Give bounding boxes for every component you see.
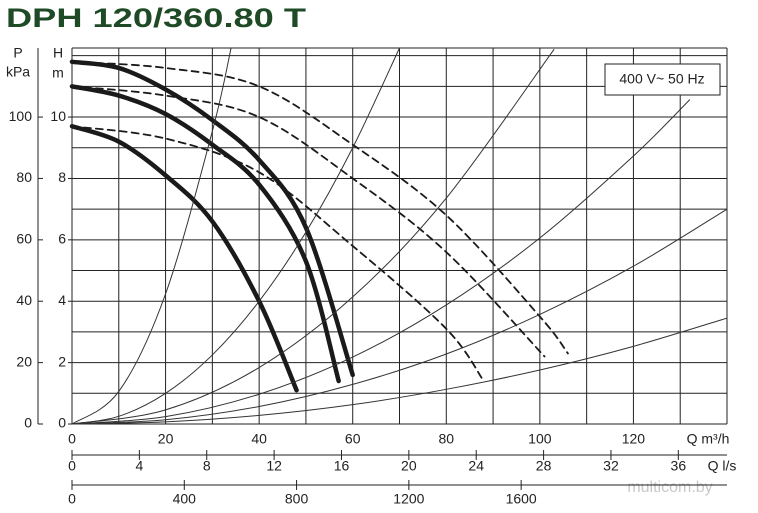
- curve: [71, 99, 691, 425]
- x2-tick-label: 0: [68, 458, 76, 474]
- x-tick-label: 40: [251, 431, 267, 447]
- x-label: Q m³/h: [687, 431, 730, 447]
- x2-tick-label: 36: [671, 458, 687, 474]
- annotation: 400 V~ 50 Hz: [619, 71, 704, 87]
- y-unit: m: [52, 65, 64, 81]
- x-tick-label: 0: [68, 431, 76, 447]
- y-label: H: [53, 45, 63, 61]
- x3-tick-label: 800: [285, 491, 309, 507]
- y-tick-label: 8: [58, 169, 66, 185]
- curve: [71, 47, 232, 425]
- curve: [71, 49, 555, 425]
- x2-tick-label: 32: [603, 458, 619, 474]
- y-tick-label: 0: [58, 415, 66, 431]
- annotation-box: [604, 63, 721, 96]
- x-tick-label: 100: [528, 431, 552, 447]
- x-tick-label: 120: [622, 431, 646, 447]
- x2-tick-label: 28: [536, 458, 552, 474]
- x2-tick-label: 20: [401, 458, 417, 474]
- y-tick-label: 6: [58, 231, 66, 247]
- x3-tick-label: 1200: [393, 491, 424, 507]
- x2-tick-label: 8: [203, 458, 211, 474]
- x2-tick-label: 24: [468, 458, 484, 474]
- x2-tick-label: 16: [334, 458, 350, 474]
- y2-unit: kPa: [6, 64, 30, 80]
- y2-label: P: [13, 45, 22, 61]
- y2-tick-label: 20: [16, 353, 32, 369]
- curve: [71, 47, 400, 425]
- y2-tick-label: 60: [16, 231, 32, 247]
- x3-tick-label: 0: [68, 491, 76, 507]
- curve: [71, 208, 728, 425]
- curve: [71, 125, 485, 382]
- y2-tick-label: 80: [16, 169, 32, 185]
- y2-tick-label: 0: [24, 415, 32, 431]
- x-tick-label: 80: [438, 431, 454, 447]
- y-tick-label: 10: [50, 108, 66, 124]
- x2-label: Q l/s: [708, 458, 737, 474]
- y2-tick-label: 40: [16, 292, 32, 308]
- curve: [69, 124, 299, 393]
- curve: [69, 59, 355, 378]
- x3-tick-label: 400: [173, 491, 197, 507]
- curve: [71, 85, 546, 358]
- watermark: multicom.by: [627, 479, 712, 496]
- x2-tick-label: 12: [266, 458, 282, 474]
- curve: [71, 60, 569, 355]
- x2-tick-label: 4: [135, 458, 143, 474]
- curve: [71, 317, 728, 425]
- x-tick-label: 20: [158, 431, 174, 447]
- chart-title: DPH 120/360.80 T: [6, 3, 307, 33]
- x-tick-label: 60: [345, 431, 361, 447]
- curve: [69, 84, 341, 384]
- y-tick-label: 2: [58, 353, 66, 369]
- y2-tick-label: 100: [9, 108, 33, 124]
- x3-tick-label: 1600: [506, 491, 537, 507]
- y-tick-label: 4: [58, 292, 66, 308]
